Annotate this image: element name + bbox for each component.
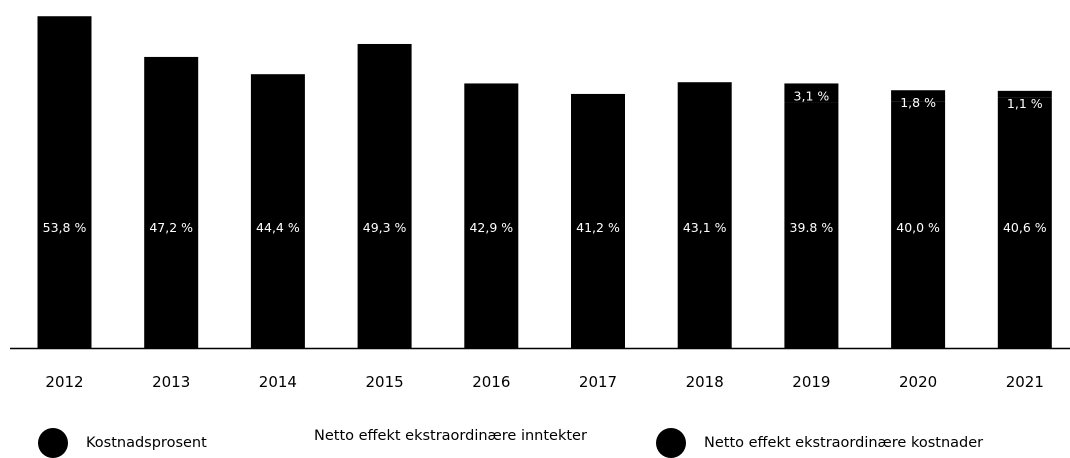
- data-label-ekstraordinaere-kostnader: 3,1 %: [794, 88, 830, 103]
- legend-item-ekstraordinaere-inntekter: Netto effekt ekstraordinære inntekter: [314, 428, 587, 444]
- x-tick-label: 2014: [259, 373, 297, 391]
- x-tick-label: 2016: [472, 373, 510, 391]
- data-label-kostnadsprosent: 39.8 %: [790, 220, 834, 235]
- bar-kostnadsprosent-2013: [144, 56, 199, 348]
- bar-kostnadsprosent-2021: [997, 97, 1052, 348]
- legend-circle-icon: [656, 428, 686, 458]
- data-label-kostnadsprosent: 42,9 %: [469, 220, 513, 235]
- bar-kostnadsprosent-2017: [571, 93, 625, 348]
- data-label-ekstraordinaere-kostnader: 1,8 %: [900, 95, 936, 110]
- data-label-kostnadsprosent: 43,1 %: [683, 220, 727, 235]
- legend: Kostnadsprosent Netto effekt ekstraordin…: [0, 428, 1070, 458]
- bar-kostnadsprosent-2015: [357, 43, 412, 348]
- x-tick-label: 2021: [1006, 373, 1044, 391]
- x-tick-label: 2020: [899, 373, 937, 391]
- data-label-kostnadsprosent: 53,8 %: [43, 220, 87, 235]
- bar-kostnadsprosent-2014: [250, 74, 305, 348]
- bar-kostnadsprosent-2012: [37, 16, 92, 348]
- legend-circle-icon: [38, 428, 68, 458]
- data-label-kostnadsprosent: 44,4 %: [256, 220, 300, 235]
- data-label-kostnadsprosent: 49,3 %: [363, 220, 407, 235]
- data-label-kostnadsprosent: 40,0 %: [896, 220, 940, 235]
- bar-chart: 53,8 % 2012 47,2 % 2013 44,4 % 2014 49,3 % 2015…: [10, 16, 1070, 391]
- bar-kostnadsprosent-2016: [464, 83, 519, 348]
- bar-kostnadsprosent-2019: [784, 102, 839, 348]
- x-tick-label: 2013: [152, 373, 190, 391]
- bar-ekstraordinaere-kostnader-2019: [784, 83, 839, 103]
- legend-item-kostnadsprosent: Kostnadsprosent: [38, 428, 207, 458]
- legend-label: Kostnadsprosent: [86, 435, 207, 451]
- legend-label: Netto effekt ekstraordinære inntekter: [314, 428, 587, 444]
- legend-label: Netto effekt ekstraordinære kostnader: [704, 435, 984, 451]
- legend-item-ekstraordinaere-kostnader: Netto effekt ekstraordinære kostnader: [656, 428, 983, 458]
- x-tick-label: 2012: [45, 373, 83, 391]
- x-tick-label: 2015: [366, 373, 404, 391]
- data-label-ekstraordinaere-kostnader: 1,1 %: [1007, 96, 1043, 111]
- bar-ekstraordinaere-kostnader-2020: [891, 90, 946, 102]
- bar-ekstraordinaere-kostnader-2021: [997, 90, 1052, 98]
- data-label-kostnadsprosent: 40,6 %: [1003, 220, 1047, 235]
- bar-kostnadsprosent-2020: [891, 101, 946, 348]
- bar-kostnadsprosent-2018: [677, 82, 732, 348]
- x-tick-label: 2018: [686, 373, 724, 391]
- data-label-kostnadsprosent: 47,2 %: [149, 220, 193, 235]
- x-tick-label: 2017: [579, 373, 617, 391]
- x-tick-label: 2019: [792, 373, 830, 391]
- data-label-kostnadsprosent: 41,2 %: [576, 220, 620, 235]
